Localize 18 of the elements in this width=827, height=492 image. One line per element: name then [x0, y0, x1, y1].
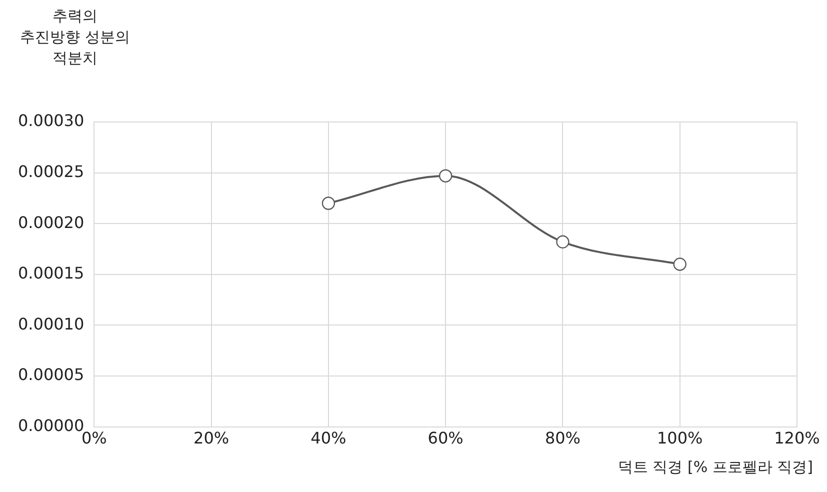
x-tick-label: 100%: [656, 428, 703, 448]
y-tick-label: 0.00020: [18, 212, 84, 232]
point: [556, 235, 570, 248]
point: [438, 169, 452, 182]
x-tick-label: 60%: [428, 428, 464, 448]
point: [673, 258, 686, 271]
x-tick-label: 40%: [310, 428, 346, 448]
x-tick-label: 80%: [544, 428, 581, 448]
point: [322, 196, 336, 210]
y-tick-label: 0.00005: [18, 365, 84, 384]
y-tick-label: 0.00030: [18, 111, 84, 130]
y-tick-label: 0.00025: [18, 162, 84, 181]
x-axis-title: 덕트 직경 [% 프로펠라 직경]: [618, 458, 813, 477]
y-tick-label: 0.00010: [18, 314, 84, 334]
x-tick-label: 20%: [194, 428, 230, 448]
y-axis-title: 추력의 추진방향 성분의 적분치: [19, 6, 131, 69]
y-tick-label: 0.00015: [18, 264, 84, 283]
x-tick-label: 120%: [774, 428, 820, 448]
